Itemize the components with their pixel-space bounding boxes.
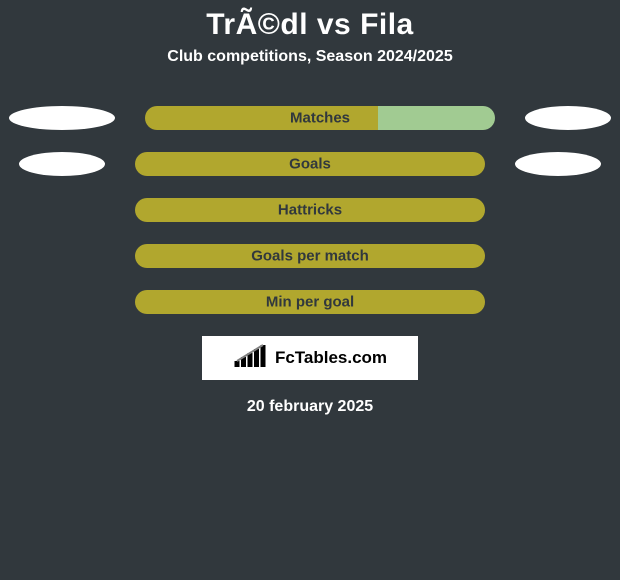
- fctables-logo: FcTables.com: [202, 336, 418, 380]
- bar-left-segment: [135, 152, 485, 176]
- logo-chart-icon: [233, 343, 267, 374]
- comparison-row: 21Matches: [0, 106, 620, 130]
- right-ellipse: [525, 106, 611, 130]
- bar-left-segment: [145, 106, 378, 130]
- bar-left-segment: [135, 290, 485, 314]
- right-ellipse: [515, 152, 601, 176]
- bar-left-segment: [135, 244, 485, 268]
- logo-text: FcTables.com: [275, 348, 387, 368]
- comparison-row: Goals per match: [0, 244, 620, 268]
- comparison-rows: 21Matches Goals Hattricks Goals per match Mi…: [0, 106, 620, 314]
- date-text: 20 february 2025: [0, 398, 620, 416]
- comparison-row: Hattricks: [0, 198, 620, 222]
- bar-track: Goals: [135, 152, 485, 176]
- bar-left-segment: [135, 198, 485, 222]
- page-title: TrÃ©dl vs Fila: [0, 0, 620, 42]
- bar-track: Hattricks: [135, 198, 485, 222]
- bar-track: Goals per match: [135, 244, 485, 268]
- subtitle: Club competitions, Season 2024/2025: [0, 48, 620, 66]
- comparison-row: Min per goal: [0, 290, 620, 314]
- comparison-row: Goals: [0, 152, 620, 176]
- bar-track: 21Matches: [145, 106, 495, 130]
- left-ellipse: [19, 152, 105, 176]
- bar-right-segment: [378, 106, 495, 130]
- left-ellipse: [9, 106, 115, 130]
- bar-track: Min per goal: [135, 290, 485, 314]
